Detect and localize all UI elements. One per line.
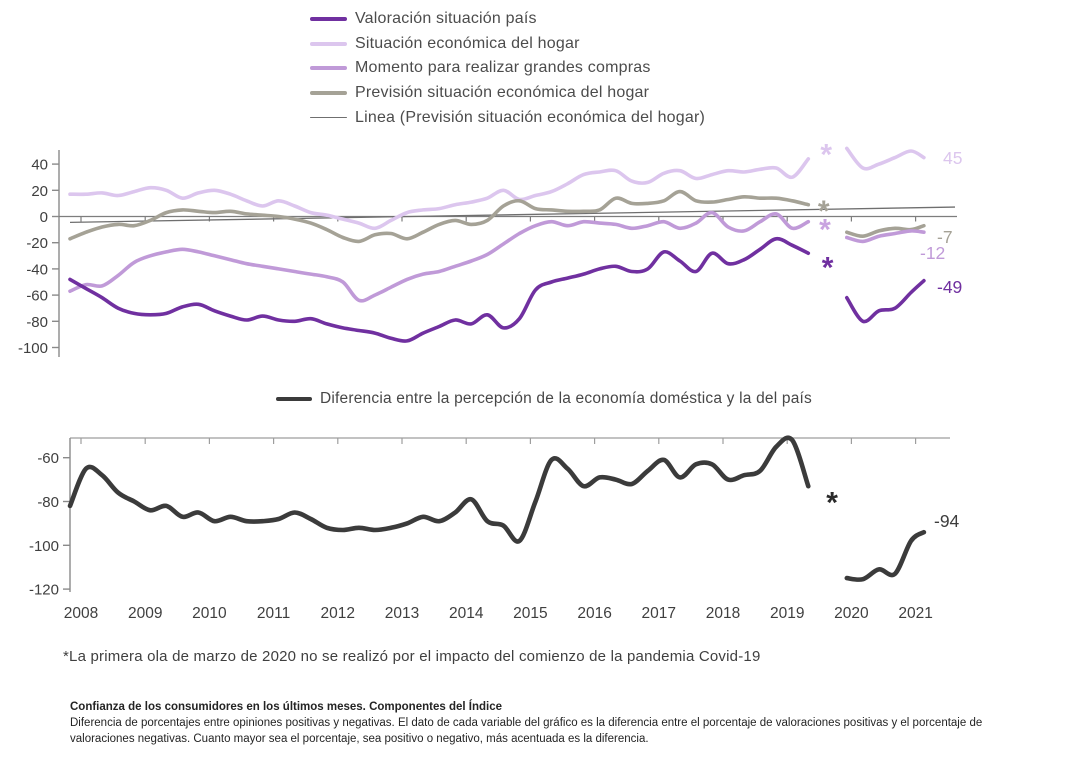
legend-bottom-label: Diferencia entre la percepción de la eco… (320, 390, 812, 407)
gap-asterisk: * (819, 213, 831, 246)
series-line (68, 210, 811, 303)
legend-item-label: Previsión situación económica del hogar (355, 84, 650, 102)
covid-footnote: *La primera ola de marzo de 2020 no se r… (63, 648, 761, 665)
top-y-tick-label: -40 (26, 261, 48, 278)
x-axis-year-label: 2018 (706, 605, 740, 622)
bottom-y-tick-label: -120 (29, 582, 59, 599)
gap-asterisk: * (820, 139, 832, 172)
series-line (845, 146, 926, 171)
difference-line (844, 529, 927, 582)
series-end-value: 45 (943, 148, 962, 168)
series-line (68, 189, 811, 244)
legend-item: Previsión situación económica del hogar (310, 81, 705, 106)
gap-asterisk: * (818, 195, 830, 228)
trend-line (69, 206, 956, 224)
top-y-tick-label: 40 (31, 157, 48, 174)
series-end-value: -7 (937, 227, 953, 247)
x-axis-year-label: 2008 (64, 605, 98, 622)
legend-item: Situación económica del hogar (310, 32, 705, 57)
top-y-tick-label: -20 (26, 235, 48, 252)
legend-line-swatch (310, 66, 347, 71)
legend-item-label: Linea (Previsión situación económica del… (355, 108, 706, 126)
gap-asterisk: * (826, 487, 838, 520)
legend-line-swatch (310, 91, 347, 96)
x-axis-year-label: 2009 (128, 605, 162, 622)
legend-line-swatch (276, 396, 312, 402)
bottom-y-tick-label: -60 (37, 450, 59, 467)
legend-line-swatch (310, 17, 347, 22)
caption-title: Confianza de los consumidores en los últ… (70, 701, 502, 713)
series-line (68, 236, 811, 343)
top-y-tick-label: -100 (18, 340, 48, 357)
caption-block: Confianza de los consumidores en los últ… (70, 699, 1038, 747)
gap-asterisk: * (822, 251, 834, 284)
caption-body: Diferencia de porcentajes entre opinione… (70, 717, 983, 746)
legend-item-label: Situación económica del hogar (355, 34, 580, 52)
legend-item-label: Valoración situación país (355, 10, 537, 28)
series-end-value: -94 (934, 511, 960, 531)
x-axis-year-label: 2010 (192, 605, 227, 622)
legend-item-label: Momento para realizar grandes compras (355, 59, 651, 77)
top-y-tick-label: -80 (26, 314, 48, 331)
series-end-value: -12 (920, 243, 945, 263)
bottom-y-tick-label: -80 (37, 494, 59, 511)
legend-line-swatch (310, 41, 347, 46)
x-axis-year-label: 2021 (898, 605, 932, 622)
series-line (68, 157, 811, 231)
x-axis-year-label: 2012 (321, 605, 355, 622)
legend-item: Valoración situación país (310, 7, 705, 32)
top-y-tick-label: 0 (40, 209, 48, 226)
legend-line-swatch (310, 116, 347, 119)
x-axis-year-label: 2014 (449, 605, 484, 622)
x-axis-year-label: 2020 (834, 605, 869, 622)
series-end-value: -49 (937, 277, 962, 297)
x-axis-year-label: 2011 (257, 605, 290, 622)
legend-item: Linea (Previsión situación económica del… (310, 105, 705, 130)
top-y-tick-label: 20 (31, 183, 48, 200)
top-y-tick-label: -60 (26, 288, 48, 305)
x-axis-year-label: 2015 (513, 605, 547, 622)
series-line (845, 229, 926, 244)
legend-top: Valoración situación país Situación econó… (310, 7, 705, 130)
x-axis-year-label: 2017 (642, 605, 676, 622)
difference-line (67, 435, 811, 544)
x-axis-year-label: 2013 (385, 605, 419, 622)
x-axis-year-label: 2019 (770, 605, 804, 622)
series-line (845, 278, 926, 324)
legend-item: Momento para realizar grandes compras (310, 56, 705, 81)
bottom-y-tick-label: -100 (29, 538, 59, 555)
legend-bottom: Diferencia entre la percepción de la eco… (0, 390, 1088, 408)
x-axis-year-label: 2016 (577, 605, 611, 622)
